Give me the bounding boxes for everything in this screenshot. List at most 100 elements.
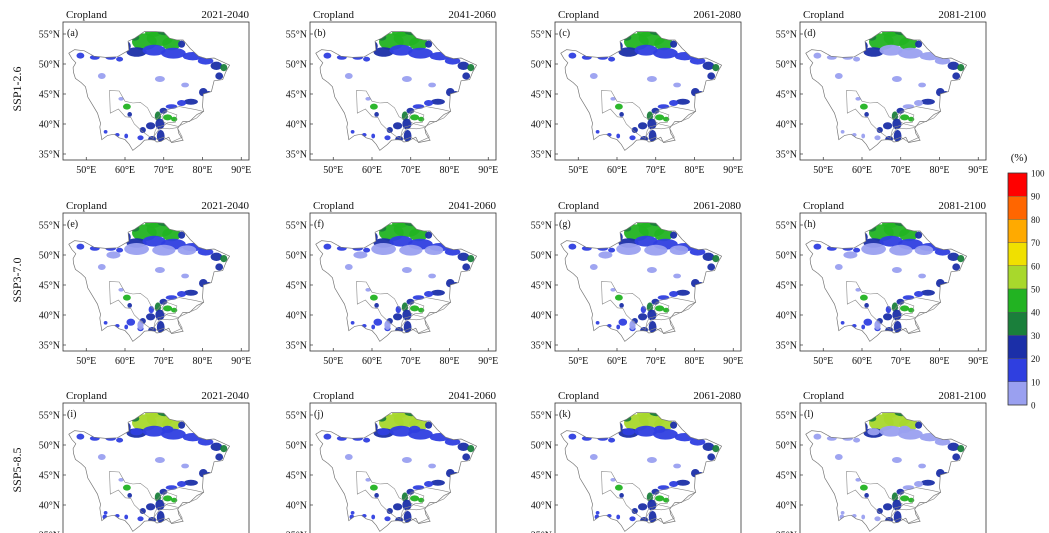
cropland-cell bbox=[920, 289, 935, 296]
cropland-cell bbox=[629, 320, 636, 331]
internal-boundary bbox=[400, 127, 430, 143]
lon-tick-label: 60°E bbox=[852, 356, 872, 367]
cropland-cell bbox=[813, 243, 822, 250]
cropland-cell bbox=[118, 478, 124, 482]
panel-letter: (e) bbox=[67, 219, 78, 230]
cropland-cell bbox=[915, 40, 923, 48]
cropland-cell bbox=[861, 243, 886, 255]
cropland-cell bbox=[914, 245, 934, 255]
cropland-cell bbox=[634, 44, 658, 56]
panel-period-label: 2041-2060 bbox=[448, 390, 496, 402]
lat-tick-label: 45°N bbox=[39, 90, 60, 101]
region-boundary bbox=[68, 31, 231, 151]
cropland-cell bbox=[146, 313, 156, 321]
cropland-cell bbox=[392, 412, 408, 418]
lat-tick-label: 35°N bbox=[286, 341, 307, 352]
colorbar-box bbox=[1007, 288, 1028, 313]
cropland-cell bbox=[148, 306, 154, 314]
cropland-cell bbox=[670, 421, 678, 429]
lon-tick-label: 70°E bbox=[401, 165, 421, 176]
lon-tick-label: 80°E bbox=[684, 165, 704, 176]
cropland-cell bbox=[882, 31, 898, 37]
cropland-cell bbox=[675, 98, 690, 105]
lat-tick-label: 50°N bbox=[39, 251, 60, 262]
cropland-cell bbox=[638, 503, 648, 511]
cropland-cell bbox=[183, 289, 198, 296]
cropland-cell bbox=[952, 72, 961, 80]
lat-tick-label: 50°N bbox=[39, 441, 60, 452]
cropland-cell bbox=[425, 40, 433, 48]
cropland-cell bbox=[861, 324, 866, 330]
cropland-cell bbox=[900, 305, 910, 312]
cropland-cell bbox=[430, 98, 445, 105]
cropland-cell bbox=[615, 294, 623, 301]
lat-tick-label: 40°N bbox=[286, 501, 307, 512]
cropland-cells bbox=[323, 31, 475, 142]
scenario-label: SSP5-8.5 bbox=[10, 447, 24, 492]
cropland-cell bbox=[123, 103, 131, 110]
lon-tick-label: 60°E bbox=[115, 165, 135, 176]
panel-period-label: 2061-2080 bbox=[693, 390, 741, 402]
internal-boundary bbox=[601, 281, 670, 330]
cropland-cell bbox=[629, 135, 636, 141]
cropland-cell bbox=[162, 37, 181, 51]
region-boundary bbox=[805, 222, 968, 342]
cropland-cell bbox=[853, 56, 861, 62]
cropland-cell bbox=[915, 231, 923, 239]
cropland-cell bbox=[154, 457, 165, 463]
cropland-cell bbox=[401, 111, 408, 121]
cropland-cell bbox=[918, 82, 926, 88]
panel-variable-label: Cropland bbox=[66, 200, 107, 212]
cropland-cell bbox=[412, 104, 425, 109]
cropland-cell bbox=[197, 57, 214, 65]
cropland-cell bbox=[384, 320, 391, 331]
cropland-cell bbox=[127, 303, 132, 308]
cropland-cell bbox=[669, 100, 679, 106]
lat-tick-label: 55°N bbox=[531, 30, 552, 41]
cropland-cell bbox=[76, 52, 85, 59]
cropland-cell bbox=[646, 76, 657, 82]
cropland-cell bbox=[918, 463, 926, 469]
cropland-cell bbox=[159, 488, 168, 495]
cropland-cell bbox=[344, 264, 353, 270]
lat-tick-label: 55°N bbox=[776, 411, 797, 422]
cropland-cell bbox=[165, 295, 178, 300]
cropland-cells bbox=[813, 412, 965, 523]
lon-tick-label: 80°E bbox=[439, 356, 459, 367]
cropland-cell bbox=[589, 264, 598, 270]
colorbar-box bbox=[1007, 172, 1028, 197]
internal-boundary bbox=[890, 508, 920, 524]
cropland-cell bbox=[428, 463, 436, 469]
cropland-cell bbox=[389, 44, 413, 56]
cropland-cell bbox=[861, 514, 866, 520]
cropland-cell bbox=[568, 243, 577, 250]
cropland-cell bbox=[162, 228, 181, 242]
lon-tick-label: 60°E bbox=[362, 356, 382, 367]
map-panel: Cropland 2061-2080 (k) 55°N 50°N 45°N 40°N 35°N… bbox=[531, 390, 741, 533]
internal-boundary bbox=[400, 318, 430, 334]
region-fill bbox=[68, 412, 230, 532]
cropland-cell bbox=[210, 61, 223, 70]
internal-boundary bbox=[356, 281, 425, 330]
cropland-cell bbox=[707, 263, 716, 271]
panel-letter: (k) bbox=[559, 409, 571, 420]
cropland-cell bbox=[673, 82, 681, 88]
cropland-cell bbox=[864, 493, 869, 498]
lat-tick-label: 55°N bbox=[776, 221, 797, 232]
cropland-cell bbox=[629, 516, 636, 522]
cropland-cell bbox=[646, 267, 657, 273]
cropland-cell bbox=[631, 127, 638, 133]
cropland-cell bbox=[874, 135, 881, 141]
cropland-cell bbox=[401, 302, 408, 313]
lon-tick-label: 70°E bbox=[891, 165, 911, 176]
panel-variable-label: Cropland bbox=[558, 390, 599, 402]
cropland-cell bbox=[371, 243, 396, 255]
cropland-cell bbox=[934, 248, 951, 256]
map-panel: Cropland 2041-2060 (f) 55°N 50°N 45°N 40°N 35°N… bbox=[286, 200, 499, 367]
internal-boundary bbox=[898, 487, 941, 508]
map-panel: Cropland 2021-2040 (i) 55°N 50°N 45°N 40°N 35°N… bbox=[39, 390, 249, 533]
cropland-cell bbox=[124, 243, 149, 255]
region-fill bbox=[560, 31, 722, 151]
cropland-cell bbox=[220, 255, 228, 263]
